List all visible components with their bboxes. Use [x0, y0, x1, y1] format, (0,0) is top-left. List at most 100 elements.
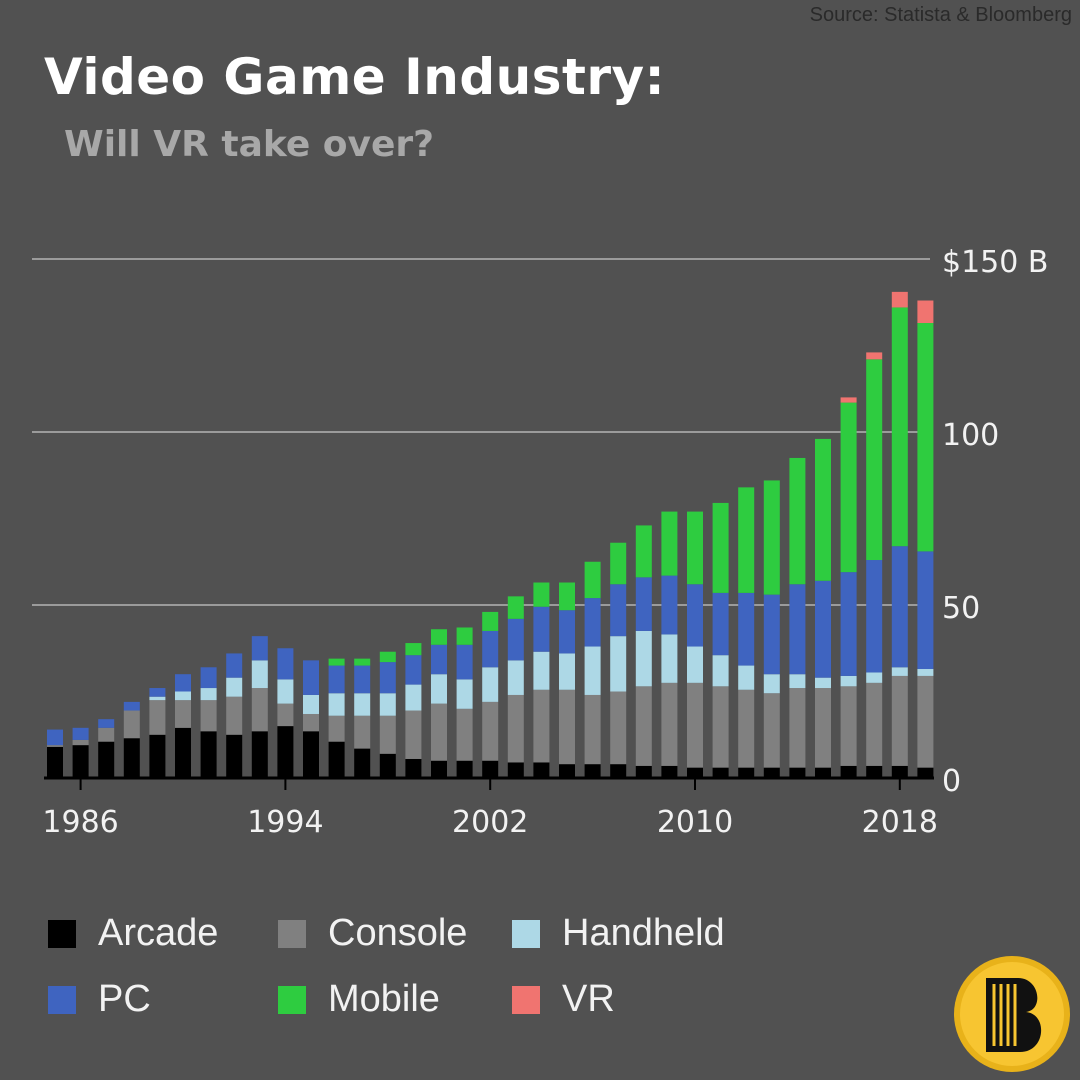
bar-arcade-2003	[507, 762, 524, 778]
bar-mobile-2012	[738, 487, 755, 593]
bar-console-2005	[559, 689, 575, 765]
bar-pc-2000	[431, 644, 447, 675]
bar-mobile-1998	[379, 651, 396, 663]
bar-pc-2007	[610, 584, 627, 637]
bar-arcade-2002	[482, 760, 499, 778]
bar-mobile-2013	[763, 480, 780, 595]
bar-pc-1989	[149, 688, 166, 697]
bar-vr-2018	[891, 291, 908, 308]
bar-handheld-2014	[789, 674, 806, 689]
bar-console-2002	[482, 701, 499, 761]
bar-pc-2014	[789, 584, 806, 675]
bar-arcade-2005	[559, 764, 575, 778]
bar-mobile-2006	[584, 561, 601, 599]
bar-arcade-1986	[72, 745, 89, 778]
brand-logo	[954, 956, 1070, 1072]
bar-handheld-2012	[738, 665, 755, 690]
bar-mobile-2005	[559, 582, 575, 611]
bar-pc-2010	[687, 584, 703, 647]
bar-handheld-2016	[840, 675, 857, 687]
bar-pc-1996	[328, 665, 345, 694]
bar-handheld-2001	[456, 679, 473, 709]
bar-handheld-2002	[482, 667, 499, 702]
bar-mobile-2004	[533, 582, 550, 607]
bar-vr-2019	[917, 300, 934, 324]
bar-arcade-2006	[584, 764, 601, 778]
bar-arcade-1989	[149, 734, 166, 778]
bar-arcade-1987	[98, 741, 115, 778]
bar-arcade-1994	[277, 726, 294, 778]
bar-mobile-2010	[687, 511, 703, 585]
bar-console-1990	[175, 700, 191, 728]
x-tick-label: 2010	[657, 805, 733, 840]
bar-handheld-1991	[200, 688, 217, 701]
bar-pc-1999	[405, 655, 422, 685]
bar-console-2010	[687, 682, 703, 768]
bar-handheld-2007	[610, 636, 627, 692]
chart-subtitle: Will VR take over?	[64, 124, 435, 165]
bar-console-1985	[47, 745, 63, 747]
bar-handheld-1999	[405, 684, 422, 711]
bar-console-1998	[379, 715, 396, 754]
bar-console-1989	[149, 700, 166, 735]
x-tick-label: 2002	[452, 805, 528, 840]
bar-console-1997	[354, 715, 371, 749]
bar-vr-2017	[866, 352, 883, 360]
bar-arcade-2004	[533, 762, 550, 778]
bar-mobile-2003	[507, 596, 524, 619]
bar-arcade-2017	[866, 765, 883, 778]
bar-mobile-2009	[661, 511, 678, 576]
bar-handheld-2003	[507, 660, 524, 695]
source-note: Source: Statista & Bloomberg	[809, 4, 1072, 26]
bar-console-2015	[815, 688, 831, 768]
bar-pc-1997	[354, 665, 371, 694]
bar-arcade-2007	[610, 764, 627, 778]
x-tick-label: 1994	[247, 805, 323, 840]
bar-handheld-2004	[533, 651, 550, 690]
bar-pc-2005	[559, 610, 575, 654]
bar-handheld-2019	[917, 669, 934, 676]
bar-handheld-1990	[175, 691, 191, 701]
bar-console-1992	[226, 696, 243, 735]
bar-pc-2004	[533, 606, 550, 652]
bar-handheld-1997	[354, 693, 371, 716]
bar-console-2016	[840, 686, 857, 766]
x-tick-label: 2018	[862, 805, 938, 840]
bar-handheld-2010	[687, 646, 703, 683]
bar-handheld-2017	[866, 672, 883, 683]
bar-pc-1990	[175, 674, 191, 692]
bar-console-2013	[763, 693, 780, 768]
bar-console-1991	[200, 700, 217, 732]
bar-mobile-2018	[891, 307, 908, 547]
bar-handheld-2009	[661, 634, 678, 683]
bar-handheld-2011	[712, 655, 729, 687]
bar-arcade-2008	[635, 765, 652, 778]
bar-arcade-2019	[917, 767, 934, 778]
bar-console-2017	[866, 682, 883, 766]
bar-handheld-1993	[251, 660, 268, 689]
bar-console-1996	[328, 715, 345, 742]
bar-console-1999	[405, 710, 422, 759]
bar-pc-1985	[47, 729, 63, 746]
bar-console-2009	[661, 682, 678, 766]
bar-console-2019	[917, 675, 934, 768]
bar-pc-1993	[251, 636, 268, 661]
x-tick-label: 1986	[42, 805, 118, 840]
bar-pc-1995	[303, 660, 319, 695]
bar-pc-2003	[507, 618, 524, 661]
bar-mobile-2017	[866, 359, 883, 561]
bar-arcade-2013	[763, 767, 780, 778]
bar-arcade-2015	[815, 767, 831, 778]
bar-pc-2013	[763, 594, 780, 675]
bar-handheld-1994	[277, 679, 294, 704]
bar-arcade-2014	[789, 767, 806, 778]
bar-handheld-1998	[379, 693, 396, 716]
bar-console-2003	[507, 694, 524, 763]
bar-pc-2016	[840, 572, 857, 676]
bar-pc-2008	[635, 577, 652, 631]
bar-console-2014	[789, 688, 806, 768]
bar-arcade-2012	[738, 767, 755, 778]
bar-mobile-2000	[431, 629, 447, 645]
bar-arcade-1995	[303, 731, 319, 778]
